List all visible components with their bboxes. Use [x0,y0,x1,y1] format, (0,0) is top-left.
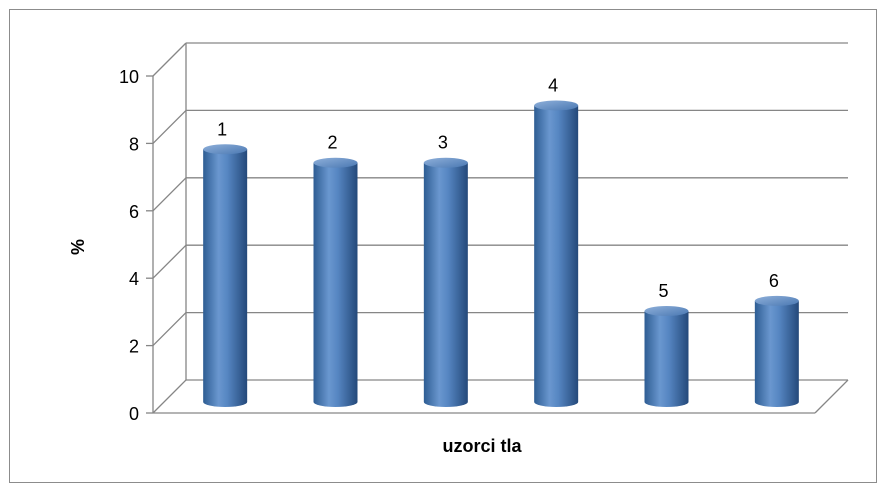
bar [203,144,247,407]
data-label: 3 [438,133,448,153]
side-gridline-8 [153,110,186,143]
side-gridline-10 [153,43,186,76]
bar-body [755,301,799,407]
y-tick-label: 6 [129,202,139,222]
label-layer: 1 2 3 4 5 6 [217,75,779,301]
data-label: 2 [327,133,337,153]
bar-cap [645,306,689,316]
side-gridline-4 [153,245,186,278]
bar [645,306,689,407]
data-label: 1 [217,119,227,139]
bar-body [645,311,689,407]
bar-body [203,149,247,407]
bar-cap [534,100,578,110]
bar-body [424,163,468,407]
side-gridline-0 [153,380,186,413]
y-tick-label: 10 [119,67,139,87]
side-gridline-2 [153,313,186,346]
x-axis-title: uzorci tla [442,436,522,456]
bar [534,100,578,407]
bar [424,158,468,407]
bar-body [314,163,358,407]
bar-body [534,105,578,407]
bar [755,296,799,407]
bar-cap [424,158,468,168]
y-tick-label: 2 [129,337,139,357]
floor-right-edge [815,380,848,413]
bar-cap [755,296,799,306]
y-tick-label: 0 [129,404,139,424]
bar-cap [314,158,358,168]
y-tick-label: 8 [129,134,139,154]
data-label: 5 [658,281,668,301]
side-gridline-6 [153,178,186,211]
bar-layer [203,100,799,407]
bar [314,158,358,407]
data-label: 6 [769,271,779,291]
bar-cap [203,144,247,154]
y-axis-title: % [68,239,88,255]
y-tick-label: 4 [129,269,139,289]
data-label: 4 [548,75,558,95]
